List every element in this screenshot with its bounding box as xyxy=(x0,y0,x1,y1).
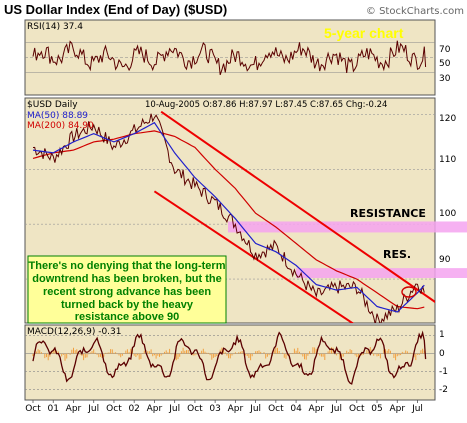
x-tick-label: 03 xyxy=(209,404,220,414)
rsi-tick-30: 30 xyxy=(439,74,451,84)
macd-tick-neg1: -1 xyxy=(439,367,448,377)
ma50-line xyxy=(32,121,425,313)
price-tick-100: 100 xyxy=(439,209,456,219)
x-tick-label: Oct xyxy=(25,404,41,414)
macd-panel: MACD(12,26,9) -0.31 1 0 -1 -2 xyxy=(24,324,448,401)
x-tick-label: 01 xyxy=(48,404,59,414)
macd-tick-1: 1 xyxy=(439,330,445,340)
x-tick-label: Oct xyxy=(268,404,284,414)
annotation-line-5: resistance above 90 xyxy=(75,311,180,323)
x-axis: Oct 01 Apr Jul Oct 02 Apr Jul Oct 03 Apr Jul Oct 04 Ap… xyxy=(25,400,423,414)
rsi-tick-50: 50 xyxy=(439,59,451,69)
copyright-text: © StockCharts.com xyxy=(366,6,464,17)
macd-line xyxy=(32,330,427,385)
x-tick-label: Apr xyxy=(309,404,325,414)
x-tick-label: Oct xyxy=(187,404,203,414)
x-tick-label: Oct xyxy=(106,404,122,414)
rsi-label: RSI(14) 37.4 xyxy=(27,22,83,32)
resistance-band xyxy=(228,221,467,233)
price-tick-90: 90 xyxy=(439,255,451,265)
x-tick-label: Apr xyxy=(228,404,244,414)
annotation-line-4: turned back by the heavy xyxy=(61,299,194,311)
x-tick-label: Apr xyxy=(66,404,82,414)
ma50-legend: MA(50) 88.89 xyxy=(27,111,88,121)
res-label: RES. xyxy=(383,248,411,261)
x-tick-label: Jul xyxy=(249,404,261,414)
annotation-line-3: recent strong advance has been xyxy=(43,286,211,298)
annotation-line-2: downtrend has been broken, but the xyxy=(32,273,221,285)
x-tick-label: 04 xyxy=(290,404,302,414)
x-tick-label: 02 xyxy=(128,404,139,414)
macd-tick-0: 0 xyxy=(439,349,445,359)
x-tick-label: Jul xyxy=(411,404,423,414)
channel-upper-line xyxy=(160,110,435,304)
channel-lower-line xyxy=(153,190,355,323)
period-label: 5-year chart xyxy=(324,25,404,41)
macd-panel-bg xyxy=(24,324,436,401)
rsi-panel: RSI(14) 37.4 5-year chart 70 50 30 xyxy=(24,19,451,96)
ma200-line xyxy=(32,130,425,310)
x-tick-label: Apr xyxy=(389,404,405,414)
annotation-box-bg xyxy=(27,255,227,324)
symbol-label: $USD Daily xyxy=(27,100,78,110)
x-tick-label: Jul xyxy=(330,404,342,414)
ma200-legend: MA(200) 84.90 xyxy=(27,121,94,131)
price-panel: $USD Daily MA(50) 88.89 MA(200) 84.90 10… xyxy=(24,97,467,324)
x-tick-label: Jul xyxy=(87,404,99,414)
rsi-line xyxy=(32,40,427,76)
macd-tick-neg2: -2 xyxy=(439,385,448,395)
macd-label: MACD(12,26,9) -0.31 xyxy=(27,327,122,337)
price-line xyxy=(32,113,425,323)
annotation-line-1: There's no denying that the long-term xyxy=(29,260,226,272)
annotation-box: There's no denying that the long-term do… xyxy=(27,255,227,324)
x-tick-label: Oct xyxy=(349,404,365,414)
chart-title: US Dollar Index (End of Day) ($USD) xyxy=(4,2,227,17)
res-band xyxy=(296,268,467,278)
macd-histogram xyxy=(32,347,425,361)
ohlc-readout: 10-Aug-2005 O:87.86 H:87.97 L:87.45 C:87… xyxy=(145,100,387,110)
rsi-tick-70: 70 xyxy=(439,45,451,55)
x-tick-label: 05 xyxy=(371,404,382,414)
x-tick-label: Apr xyxy=(147,404,163,414)
ma-cross-marker xyxy=(401,286,417,298)
resistance-label: RESISTANCE xyxy=(350,207,426,220)
price-tick-120: 120 xyxy=(439,114,456,124)
x-tick-label: Jul xyxy=(168,404,180,414)
price-tick-110: 110 xyxy=(439,155,456,165)
rsi-grid xyxy=(25,42,435,73)
